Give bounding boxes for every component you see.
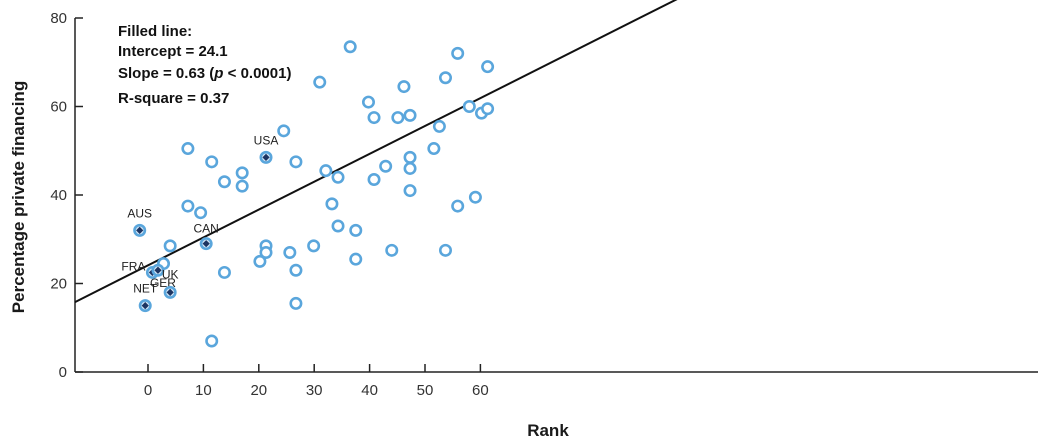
- x-tick-label: 30: [306, 382, 323, 399]
- stats-intercept: Intercept = 24.1: [118, 43, 228, 60]
- diamond-marker: [202, 240, 210, 248]
- data-point: [403, 150, 417, 164]
- data-point: [289, 155, 303, 169]
- y-tick-label: 0: [59, 364, 67, 381]
- data-point: [403, 184, 417, 198]
- fit-line-group: [74, 0, 678, 303]
- x-tick-label: 50: [417, 382, 434, 399]
- data-point: [462, 100, 476, 114]
- data-point: [438, 71, 452, 85]
- data-point: [259, 246, 273, 260]
- y-tick-label: 40: [50, 187, 67, 204]
- point-label-uk: UK: [162, 267, 179, 281]
- diamond-marker: [141, 302, 149, 310]
- y-axis-title: Percentage private financing: [9, 81, 28, 313]
- data-point: [319, 164, 333, 178]
- data-point: [217, 265, 231, 279]
- data-point: [432, 119, 446, 133]
- diamond-marker: [136, 226, 144, 234]
- data-points: [157, 40, 495, 348]
- data-point: [331, 170, 345, 184]
- x-tick-label: 60: [472, 382, 489, 399]
- point-label-can: CAN: [193, 222, 218, 236]
- data-point: [181, 142, 195, 156]
- x-tick-label: 40: [361, 382, 378, 399]
- stats-slope-prefix: Slope = 0.63 (: [118, 65, 214, 82]
- data-point: [403, 108, 417, 122]
- data-point: [313, 75, 327, 89]
- stats-title: Filled line:: [118, 23, 192, 40]
- data-point: [307, 239, 321, 253]
- y-tick-label: 20: [50, 276, 67, 293]
- data-point: [385, 243, 399, 257]
- data-point: [481, 60, 495, 74]
- data-point: [205, 334, 219, 348]
- data-point: [391, 111, 405, 125]
- x-tick-label: 20: [250, 382, 267, 399]
- stats-slope-suffix: < 0.0001): [223, 65, 291, 82]
- data-point: [235, 166, 249, 180]
- data-point: [361, 95, 375, 109]
- data-point: [481, 102, 495, 116]
- data-point: [403, 161, 417, 175]
- point-label-fra: FRA: [121, 259, 145, 273]
- data-point: [325, 197, 339, 211]
- point-label-usa: USA: [254, 133, 279, 147]
- data-point: [451, 199, 465, 213]
- data-point: [349, 252, 363, 266]
- y-tick-label: 80: [50, 10, 67, 27]
- diamond-marker: [262, 153, 270, 161]
- data-point: [283, 246, 297, 260]
- x-axis-title: Rank: [527, 421, 569, 440]
- data-point: [289, 296, 303, 310]
- stats-slope: Slope = 0.63 (p < 0.0001): [118, 65, 291, 82]
- data-point: [349, 223, 363, 237]
- x-tick-label: 0: [144, 382, 152, 399]
- axes: 0 20 40 60 80 0 10 20 30 40 50 60: [50, 10, 1038, 399]
- stats-slope-p: p: [213, 65, 223, 82]
- stats-rsquare: R-square = 0.37: [118, 90, 229, 107]
- diamond-marker: [166, 288, 174, 296]
- point-label-aus: AUS: [127, 206, 152, 220]
- data-point: [367, 111, 381, 125]
- data-point: [277, 124, 291, 138]
- stats-annotation: Filled line: Intercept = 24.1 Slope = 0.…: [118, 23, 291, 107]
- data-point: [253, 254, 267, 268]
- data-point: [438, 243, 452, 257]
- data-point: [468, 190, 482, 204]
- point-label-net: NET: [133, 282, 158, 296]
- data-point: [397, 80, 411, 94]
- x-tick-label: 10: [195, 382, 212, 399]
- data-point: [343, 40, 357, 54]
- data-point: [205, 155, 219, 169]
- regression-line: [74, 0, 678, 303]
- data-point: [379, 159, 393, 173]
- data-point: [163, 239, 177, 253]
- y-tick-label: 60: [50, 99, 67, 116]
- data-point: [427, 142, 441, 156]
- data-point: [235, 179, 249, 193]
- data-point: [289, 263, 303, 277]
- data-point: [181, 199, 195, 213]
- data-point: [367, 173, 381, 187]
- data-point: [194, 206, 208, 220]
- data-point: [217, 175, 231, 189]
- data-point: [331, 219, 345, 233]
- data-point: [451, 46, 465, 60]
- diamond-marker: [154, 266, 162, 274]
